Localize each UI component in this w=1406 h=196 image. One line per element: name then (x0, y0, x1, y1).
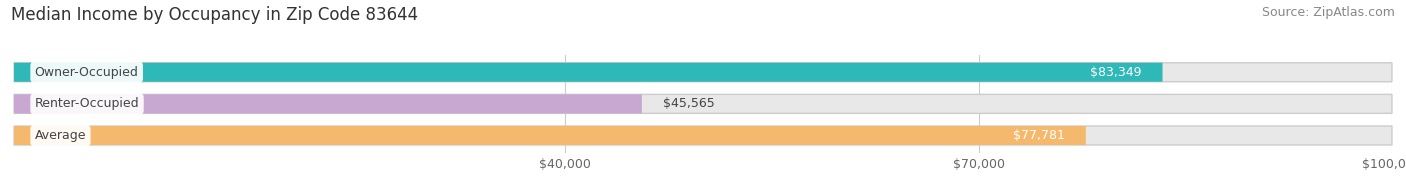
Text: Renter-Occupied: Renter-Occupied (35, 97, 139, 110)
Text: $83,349: $83,349 (1090, 66, 1142, 79)
FancyBboxPatch shape (14, 63, 1392, 82)
Text: $45,565: $45,565 (662, 97, 714, 110)
Text: Owner-Occupied: Owner-Occupied (35, 66, 139, 79)
Text: Source: ZipAtlas.com: Source: ZipAtlas.com (1261, 6, 1395, 19)
FancyBboxPatch shape (14, 63, 1163, 82)
Text: Average: Average (35, 129, 86, 142)
FancyBboxPatch shape (14, 126, 1392, 145)
FancyBboxPatch shape (14, 94, 1392, 113)
FancyBboxPatch shape (14, 126, 1085, 145)
Text: Median Income by Occupancy in Zip Code 83644: Median Income by Occupancy in Zip Code 8… (11, 6, 419, 24)
FancyBboxPatch shape (14, 94, 643, 113)
Text: $77,781: $77,781 (1014, 129, 1066, 142)
